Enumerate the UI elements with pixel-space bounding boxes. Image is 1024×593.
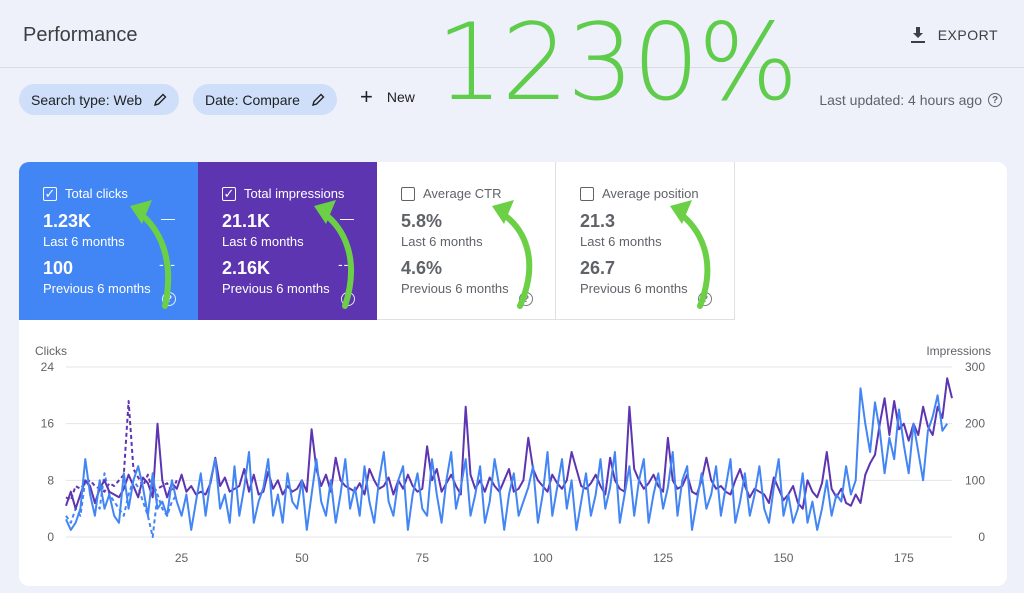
growth-overlay-text: 1230% xyxy=(436,1,798,124)
metric-current-value: 21.3 xyxy=(580,211,616,231)
metric-current-period: Last 6 months xyxy=(580,234,662,249)
metric-previous-value: 100 xyxy=(43,258,74,278)
metric-current-value: 5.8% xyxy=(401,211,443,231)
download-icon xyxy=(910,27,925,43)
metric-current-period: Last 6 months xyxy=(222,234,304,249)
performance-card: ✓ Total clicks 1.23K Last 6 months 100 Pr… xyxy=(19,162,1007,586)
help-icon[interactable]: ? xyxy=(341,292,355,306)
solid-line-legend-icon: — xyxy=(161,210,176,226)
metric-current-period: Last 6 months xyxy=(401,234,483,249)
top-bar xyxy=(0,0,1024,68)
metric-label: Total clicks xyxy=(65,186,128,201)
metric-average-ctr[interactable]: Average CTR 5.8% Last 6 months 4.6% Prev… xyxy=(377,162,556,320)
checkbox-icon[interactable]: ✓ xyxy=(222,185,236,201)
page-title: Performance xyxy=(23,24,138,46)
plus-icon: + xyxy=(360,84,373,109)
metric-previous-value: 26.7 xyxy=(580,258,616,278)
last-updated-text: Last updated: 4 hours ago xyxy=(819,92,982,108)
metric-current-value: 1.23K xyxy=(43,211,92,231)
search-type-label: Search type: Web xyxy=(31,91,143,108)
metric-label: Average position xyxy=(602,186,699,201)
metric-previous-period: Previous 6 months xyxy=(43,281,151,296)
metric-previous-period: Previous 6 months xyxy=(580,281,688,296)
metric-total-impressions[interactable]: ✓ Total impressions 21.1K Last 6 months 2… xyxy=(198,162,377,320)
new-filter-button[interactable]: + New xyxy=(360,84,415,109)
pencil-icon xyxy=(154,93,167,106)
export-button[interactable]: EXPORT xyxy=(910,26,998,44)
checkbox-icon[interactable]: ✓ xyxy=(43,185,57,201)
help-icon[interactable]: ? xyxy=(162,292,176,306)
checkbox-icon[interactable] xyxy=(580,186,594,201)
metric-total-clicks[interactable]: ✓ Total clicks 1.23K Last 6 months 100 Pr… xyxy=(19,162,198,320)
dashed-line-legend-icon: --- xyxy=(159,256,176,272)
date-filter[interactable]: Date: Compare xyxy=(193,84,337,115)
help-icon[interactable]: ? xyxy=(698,292,712,306)
export-label: EXPORT xyxy=(937,27,998,43)
last-updated: Last updated: 4 hours ago ? xyxy=(819,92,1002,108)
metric-previous-period: Previous 6 months xyxy=(401,281,509,296)
new-filter-label: New xyxy=(386,89,415,105)
metric-label: Total impressions xyxy=(244,186,345,201)
metric-previous-period: Previous 6 months xyxy=(222,281,330,296)
help-icon[interactable]: ? xyxy=(519,292,533,306)
metric-label: Average CTR xyxy=(423,186,502,201)
metric-current-value: 21.1K xyxy=(222,211,271,231)
pencil-icon xyxy=(311,93,325,106)
search-type-filter[interactable]: Search type: Web xyxy=(19,84,180,115)
date-filter-label: Date: Compare xyxy=(205,91,300,108)
dashed-line-legend-icon: --- xyxy=(338,256,355,272)
help-icon[interactable]: ? xyxy=(988,93,1002,107)
metric-average-position[interactable]: Average position 21.3 Last 6 months 26.7… xyxy=(556,162,735,320)
metric-current-period: Last 6 months xyxy=(43,234,125,249)
checkbox-icon[interactable] xyxy=(401,186,415,201)
metric-previous-value: 2.16K xyxy=(222,258,271,278)
metric-previous-value: 4.6% xyxy=(401,258,443,278)
solid-line-legend-icon: — xyxy=(340,210,355,226)
